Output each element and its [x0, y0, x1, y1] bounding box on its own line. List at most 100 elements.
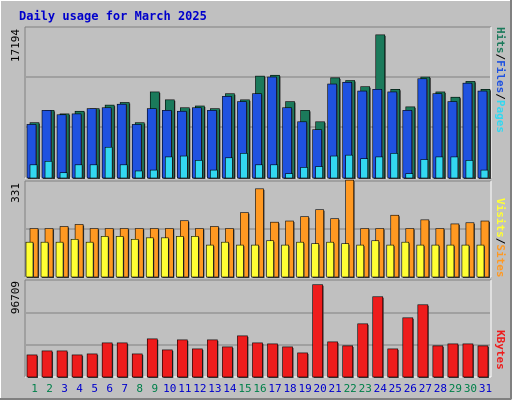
- day-label: 4: [76, 382, 83, 395]
- kbytes-bar: [282, 346, 293, 378]
- kbytes-bar: [462, 343, 474, 378]
- pages-bar: [345, 154, 353, 179]
- day-label: 14: [223, 382, 237, 395]
- day-label: 17: [268, 382, 281, 395]
- files-bar: [477, 90, 488, 179]
- files-bar: [56, 114, 67, 179]
- day-label: 13: [208, 382, 221, 395]
- legend-sites: Sites: [494, 244, 507, 277]
- legend-pages: Pages: [494, 100, 507, 133]
- pages-bar: [29, 164, 38, 179]
- kbytes-bar: [86, 353, 98, 378]
- pages-bar: [435, 156, 444, 179]
- kbytes-bar: [161, 349, 173, 378]
- kbytes-bar: [327, 341, 338, 378]
- visits-bar: [191, 236, 199, 278]
- svg-text:KBytes: KBytes: [494, 330, 507, 370]
- pages-bar: [330, 155, 338, 179]
- chart-title: Daily usage for March 2025: [19, 9, 207, 23]
- day-label: 27: [419, 382, 432, 395]
- day-label: 7: [121, 382, 128, 395]
- legend-visits: Visits: [494, 198, 507, 238]
- kbytes-bar: [41, 350, 53, 378]
- pages-bar: [44, 161, 53, 179]
- visits-bar: [160, 237, 169, 278]
- sites-panel-max-label: 331: [9, 183, 22, 203]
- visits-bar: [446, 244, 455, 278]
- pages-bar: [270, 164, 278, 179]
- pages-bar: [164, 156, 173, 179]
- kbytes-bar: [387, 348, 399, 378]
- day-label: 30: [464, 382, 477, 395]
- files-bar: [267, 76, 277, 179]
- pages-bar: [375, 156, 384, 179]
- kbytes-bar: [432, 345, 444, 378]
- kbytes-bar: [71, 354, 83, 378]
- pages-bar: [300, 167, 308, 179]
- pages-bar: [420, 159, 429, 179]
- day-label: 10: [163, 382, 176, 395]
- day-label: 11: [178, 382, 191, 395]
- pages-bar: [285, 173, 293, 179]
- pages-bar: [465, 160, 474, 179]
- pages-bar: [315, 166, 323, 179]
- kbytes-bar: [101, 342, 113, 378]
- visits-bar: [341, 243, 349, 278]
- pages-bar: [134, 170, 143, 179]
- pages-bar: [255, 164, 263, 179]
- kbytes-bar: [402, 317, 414, 378]
- visits-bar: [311, 243, 319, 278]
- kbytes-bar: [417, 304, 429, 378]
- files-bar: [282, 107, 292, 179]
- legend-sep-3: /: [494, 238, 507, 245]
- pages-bar: [480, 169, 489, 179]
- visits-bar: [371, 240, 380, 278]
- kbytes-bar: [477, 345, 489, 378]
- pages-bar: [360, 158, 369, 179]
- legend-kbytes: KBytes: [494, 330, 507, 370]
- day-label: 29: [449, 382, 462, 395]
- legend-files: Files: [494, 60, 507, 93]
- day-label: 15: [238, 382, 251, 395]
- day-label: 25: [389, 382, 402, 395]
- kbytes-bar: [267, 343, 278, 378]
- sites-legend: Visits/Sites: [494, 198, 507, 278]
- kbytes-bar: [26, 354, 38, 378]
- visits-bar: [356, 244, 365, 278]
- kbytes-bar: [312, 284, 323, 378]
- pages-bar: [104, 146, 113, 179]
- visits-bar: [176, 236, 184, 278]
- legend-sep-1: /: [494, 54, 507, 61]
- files-bar: [402, 110, 413, 179]
- visits-bar: [386, 244, 395, 278]
- pages-bar: [225, 157, 233, 179]
- day-label: 23: [359, 382, 372, 395]
- kbytes-bar: [297, 352, 308, 378]
- day-label: 20: [314, 382, 327, 395]
- visits-bar: [25, 241, 34, 278]
- day-label: 1: [31, 382, 38, 395]
- day-label: 2: [46, 382, 53, 395]
- visits-bar: [431, 244, 440, 278]
- kbytes-bar: [357, 323, 369, 378]
- visits-bar: [115, 236, 124, 278]
- kbytes-bar: [116, 342, 128, 378]
- day-label: 12: [193, 382, 206, 395]
- kbytes-bar: [252, 342, 263, 378]
- visits-sites-panel: [24, 179, 492, 278]
- hits-panel-max-label: 17194: [9, 29, 22, 62]
- visits-bar: [266, 240, 274, 278]
- day-label: 6: [106, 382, 113, 395]
- kbytes-bar: [56, 350, 68, 378]
- visits-bar: [40, 241, 49, 278]
- files-bar: [131, 124, 142, 179]
- visits-bar: [130, 238, 139, 278]
- pages-bar: [59, 172, 68, 179]
- visits-bar: [100, 236, 109, 278]
- day-label: 3: [61, 382, 68, 395]
- kbytes-bar: [447, 343, 459, 378]
- day-labels: 1 2 3 4 5 6 7 8 9 10 11 12 13 14 15 16 17 18 19 20 21 22 23 24 2…: [31, 382, 492, 395]
- kbytes-bar: [177, 339, 188, 378]
- day-label: 22: [344, 382, 357, 395]
